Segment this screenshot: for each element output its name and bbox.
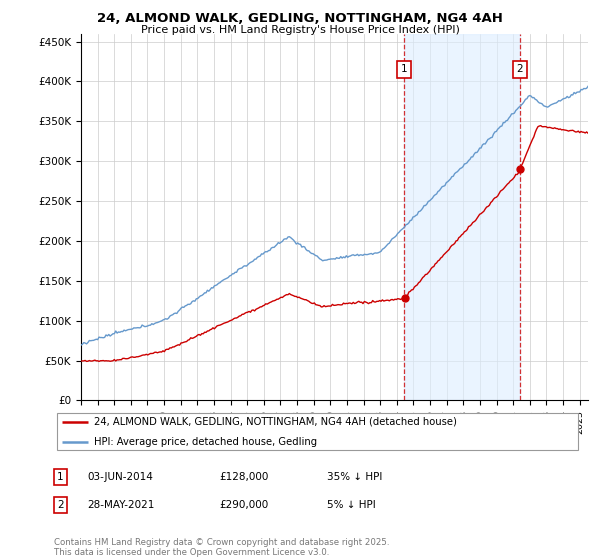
FancyBboxPatch shape — [56, 413, 578, 450]
Text: £290,000: £290,000 — [219, 500, 268, 510]
Bar — [404, 34, 520, 400]
Text: Contains HM Land Registry data © Crown copyright and database right 2025.
This d: Contains HM Land Registry data © Crown c… — [54, 538, 389, 557]
Text: 1: 1 — [401, 64, 407, 74]
Text: 5% ↓ HPI: 5% ↓ HPI — [327, 500, 376, 510]
Text: 2: 2 — [517, 64, 523, 74]
Text: 35% ↓ HPI: 35% ↓ HPI — [327, 472, 382, 482]
Text: 28-MAY-2021: 28-MAY-2021 — [87, 500, 154, 510]
Text: HPI: Average price, detached house, Gedling: HPI: Average price, detached house, Gedl… — [94, 437, 317, 447]
Text: 03-JUN-2014: 03-JUN-2014 — [87, 472, 153, 482]
Text: Price paid vs. HM Land Registry's House Price Index (HPI): Price paid vs. HM Land Registry's House … — [140, 25, 460, 35]
Text: 24, ALMOND WALK, GEDLING, NOTTINGHAM, NG4 4AH: 24, ALMOND WALK, GEDLING, NOTTINGHAM, NG… — [97, 12, 503, 25]
Text: 2: 2 — [57, 500, 64, 510]
Text: £128,000: £128,000 — [219, 472, 268, 482]
Text: 24, ALMOND WALK, GEDLING, NOTTINGHAM, NG4 4AH (detached house): 24, ALMOND WALK, GEDLING, NOTTINGHAM, NG… — [94, 417, 457, 427]
Text: 1: 1 — [57, 472, 64, 482]
